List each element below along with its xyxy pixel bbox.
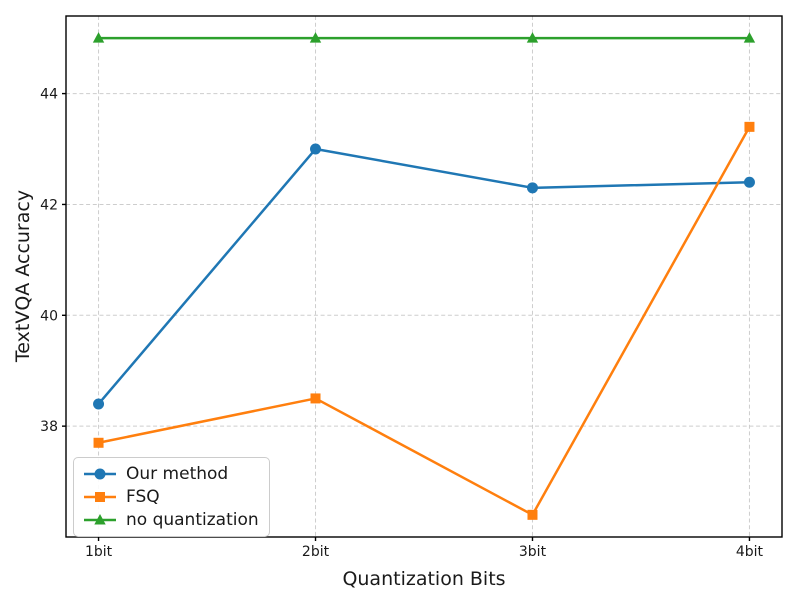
y-axis-label: TextVQA Accuracy: [12, 190, 34, 363]
legend-label-no-quantization: no quantization: [126, 510, 259, 530]
circle-marker-legend-our-method: [94, 468, 106, 480]
x-tick-label-1bit: 1bit: [85, 544, 113, 560]
triangle-marker-no-quantization-3bit: [526, 32, 539, 43]
legend-item-our-method: Our method: [82, 463, 259, 485]
square-marker-legend-fsq: [95, 492, 105, 502]
legend-label-our-method: Our method: [126, 464, 229, 484]
circle-marker-our-method-3bit: [526, 182, 538, 194]
legend-swatch-no-quantization: [84, 514, 116, 525]
circle-marker-our-method-1bit: [93, 398, 105, 410]
legend-swatch-our-method: [84, 468, 116, 480]
series-fsq: [93, 121, 755, 520]
x-tick-label-3bit: 3bit: [519, 544, 547, 560]
y-tick-label-42: 42: [40, 197, 58, 213]
square-marker-fsq-4bit: [744, 121, 755, 132]
triangle-marker-no-quantization-1bit: [92, 32, 105, 43]
square-marker-fsq-1bit: [93, 437, 104, 448]
series-line-our-method: [97, 147, 751, 406]
square-marker-fsq-2bit: [310, 393, 321, 404]
triangle-marker-no-quantization-4bit: [743, 32, 756, 43]
y-tick-label-38: 38: [40, 419, 58, 435]
triangle-marker-legend-no-quantization: [94, 514, 106, 525]
legend-item-no-quantization: no quantization: [82, 509, 259, 531]
axes-spines: [65, 15, 783, 538]
y-tick-label-44: 44: [40, 87, 58, 103]
triangle-marker-no-quantization-2bit: [309, 32, 322, 43]
series-line-fsq: [97, 125, 751, 517]
circle-marker-our-method-2bit: [310, 143, 322, 155]
square-marker-fsq-3bit: [527, 509, 538, 520]
circle-marker-our-method-4bit: [743, 176, 755, 188]
series-our-method: [93, 143, 755, 410]
x-tick-label-2bit: 2bit: [302, 544, 330, 560]
x-tick-label-4bit: 4bit: [736, 544, 764, 560]
tick-marks: [62, 92, 751, 541]
y-tick-label-40: 40: [40, 308, 58, 324]
x-axis-label: Quantization Bits: [342, 568, 505, 590]
gridlines: [66, 16, 782, 537]
legend-label-fsq: FSQ: [126, 487, 160, 507]
legend-item-fsq: FSQ: [82, 486, 259, 508]
data-series: [92, 32, 756, 520]
legend: Our method FSQ no quantization: [73, 457, 270, 537]
legend-swatch-fsq: [84, 492, 116, 502]
tick-labels: 38 40 42 44 1bit 2bit 3bit 4bit: [40, 87, 763, 560]
plot-border: [65, 15, 783, 538]
series-no-quantization: [92, 32, 756, 43]
